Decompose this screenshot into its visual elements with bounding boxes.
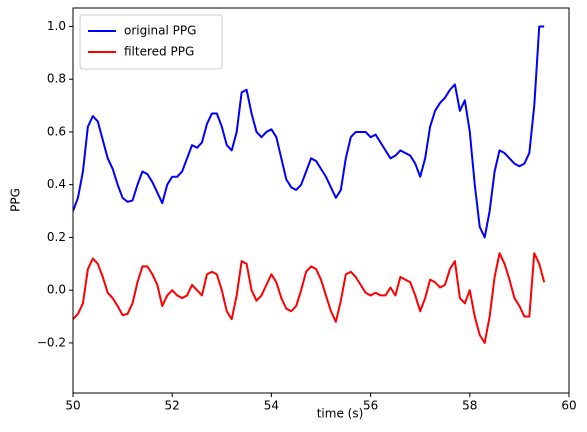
x-tick-label: 56 [363,399,378,413]
y-tick-label: −0.2 [37,335,66,349]
y-tick-label: 1.0 [47,19,66,33]
x-tick-label: 58 [462,399,477,413]
y-axis-label: PPG [9,188,23,212]
y-tick-label: 0.8 [47,72,66,86]
x-tick-label: 60 [561,399,576,413]
line-series [73,252,546,344]
legend-box [79,14,223,70]
x-axis-label: time (s) [317,407,364,421]
plot-frame [72,7,570,394]
y-tick-label: 0.2 [47,230,66,244]
x-tick-label: 54 [264,399,279,413]
x-tick-label: 50 [65,399,80,413]
x-tick-label: 52 [165,399,180,413]
y-tick-label: 0.0 [47,283,66,297]
legend-label: filtered PPG [124,45,194,59]
y-tick-label: 0.4 [47,177,66,191]
legend-label: original PPG [124,24,196,38]
y-tick-label: 0.6 [47,124,66,138]
line-series [73,25,545,239]
